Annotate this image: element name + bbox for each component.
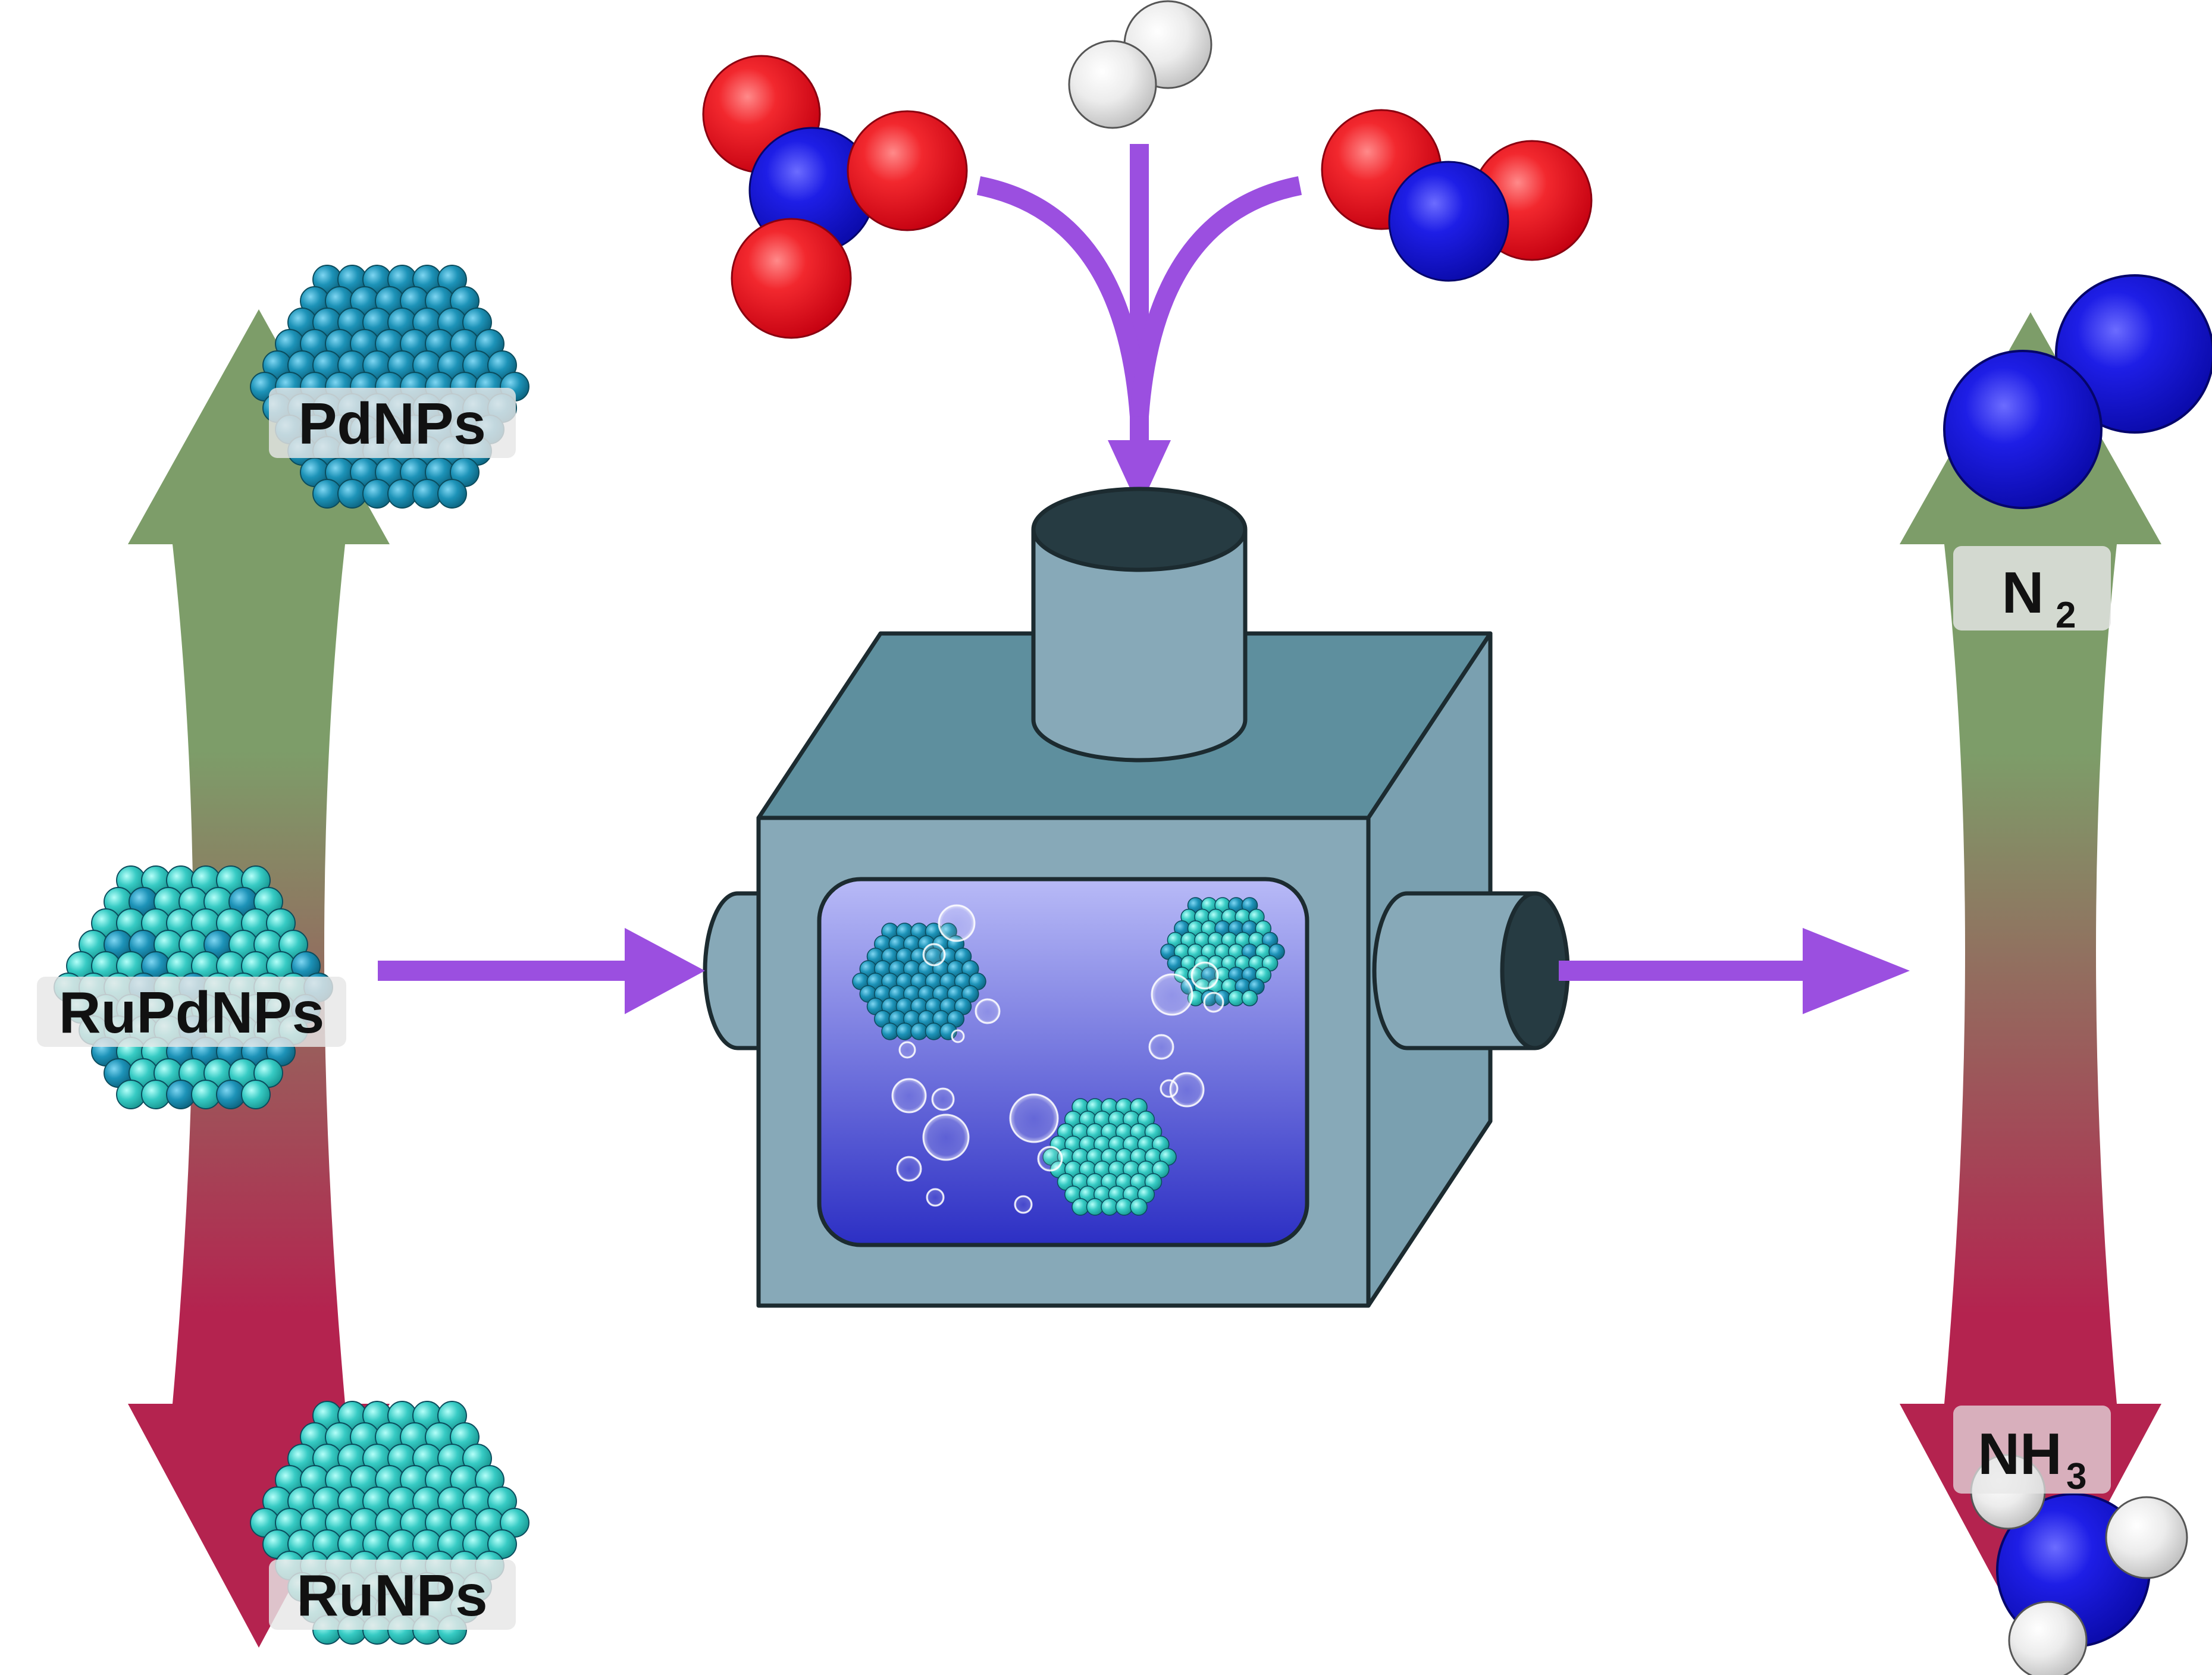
bubble bbox=[891, 1078, 927, 1113]
nanoparticle-atom bbox=[1130, 1198, 1148, 1216]
nanoparticle-atom bbox=[116, 1080, 146, 1109]
bubble bbox=[898, 1041, 916, 1059]
bubble bbox=[1203, 992, 1224, 1013]
nanoparticle-atom bbox=[362, 479, 392, 509]
nanoparticle-atom bbox=[412, 479, 442, 509]
runps-label: RuNPs bbox=[269, 1560, 516, 1630]
bubble bbox=[975, 998, 1001, 1024]
bubble bbox=[896, 1156, 922, 1182]
rupdnps-label-text: RuPdNPs bbox=[59, 980, 325, 1045]
nanoparticle-atom bbox=[387, 479, 417, 509]
reactor-inlet-cylinder bbox=[1031, 487, 1248, 763]
nanoparticle-atom bbox=[166, 1080, 196, 1109]
nanoparticle-atom bbox=[216, 1080, 246, 1109]
dinitrogen-molecule bbox=[1943, 274, 2212, 509]
bubble bbox=[926, 1188, 945, 1207]
pdnps-label-text: PdNPs bbox=[298, 391, 486, 456]
rupdnps-label: RuPdNPs bbox=[37, 977, 346, 1047]
reactor-right-port bbox=[1372, 891, 1570, 1050]
bubbles bbox=[891, 904, 1224, 1214]
bubble bbox=[1009, 1093, 1059, 1143]
hydrogen-molecule bbox=[1068, 0, 1212, 129]
outlet-flow-arrow bbox=[1559, 928, 1910, 1014]
pdnps-label: PdNPs bbox=[269, 388, 516, 458]
bubble bbox=[1160, 1079, 1179, 1098]
nitrate-molecule bbox=[702, 55, 968, 339]
feed-arrows bbox=[976, 144, 1302, 452]
nanoparticle-atom bbox=[337, 479, 367, 509]
bubble bbox=[931, 1087, 955, 1111]
bubble bbox=[1190, 961, 1219, 990]
bubble bbox=[922, 1113, 970, 1161]
nh3-label-text: NH bbox=[1978, 1421, 2062, 1486]
bubble bbox=[951, 1029, 965, 1043]
nanoparticle-atom bbox=[141, 1080, 171, 1109]
bubble bbox=[922, 943, 946, 967]
nh3-label-subscript: 3 bbox=[2066, 1456, 2086, 1497]
n2-label: N 2 bbox=[1953, 546, 2111, 636]
feed-arrow-head bbox=[1108, 440, 1171, 509]
bubble bbox=[938, 904, 976, 942]
nanoparticle-atom bbox=[312, 479, 342, 509]
nanoparticle-atom bbox=[437, 479, 467, 509]
nitrite-molecule bbox=[1321, 109, 1593, 282]
nh3-label: NH 3 bbox=[1953, 1406, 2111, 1497]
nanoparticle-atom bbox=[1241, 990, 1258, 1006]
nanoparticle-atom bbox=[191, 1080, 221, 1109]
bubble bbox=[1037, 1146, 1063, 1172]
runps-label-text: RuNPs bbox=[296, 1563, 487, 1628]
n2-label-subscript: 2 bbox=[2056, 595, 2076, 636]
reactor-left-port bbox=[703, 891, 761, 1050]
inlet-flow-arrow bbox=[378, 928, 705, 1014]
bubble bbox=[1151, 973, 1193, 1016]
bubble bbox=[1014, 1195, 1033, 1214]
n2-label-text: N bbox=[2002, 560, 2044, 625]
nanoparticle-atom bbox=[241, 1080, 271, 1109]
bubble bbox=[1148, 1034, 1174, 1060]
right-double-arrow bbox=[1900, 312, 2161, 1648]
